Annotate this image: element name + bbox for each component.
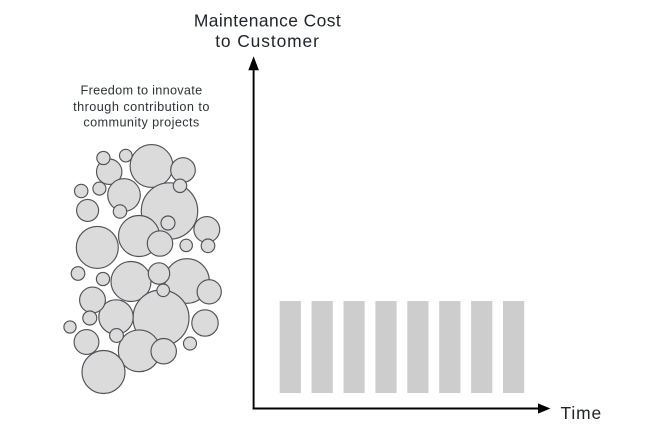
svg-text:community projects: community projects bbox=[83, 116, 199, 130]
svg-text:Time: Time bbox=[561, 403, 603, 423]
svg-text:Maintenance Cost: Maintenance Cost bbox=[194, 10, 341, 30]
svg-text:through contribution to: through contribution to bbox=[73, 100, 210, 114]
svg-text:to Customer: to Customer bbox=[215, 31, 320, 51]
svg-text:Freedom to innovate: Freedom to innovate bbox=[81, 84, 203, 98]
